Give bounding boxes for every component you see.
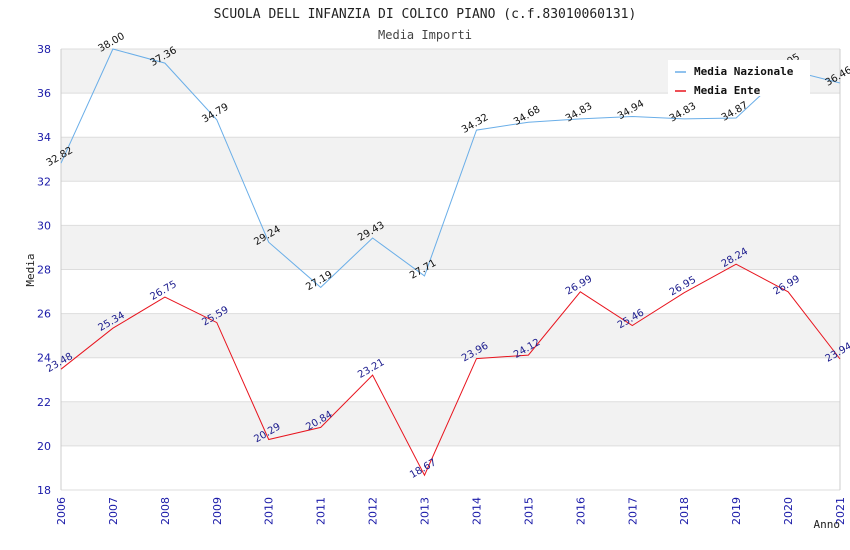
y-tick-label: 26 (37, 308, 51, 321)
y-axis-label: Media (24, 253, 37, 286)
y-tick-label: 32 (37, 175, 51, 188)
plot-band (61, 445, 840, 490)
x-tick-label: 2007 (107, 497, 120, 525)
y-tick-label: 34 (37, 131, 51, 144)
chart-subtitle: Media Importi (378, 28, 472, 42)
y-tick-label: 36 (37, 87, 51, 100)
plot-band (61, 357, 840, 402)
x-tick-label: 2006 (55, 497, 68, 525)
legend-box (668, 60, 810, 96)
x-tick-label: 2021 (834, 497, 847, 525)
series-line-media-ente (60, 263, 841, 477)
plot-band (61, 401, 840, 446)
plot-band (61, 93, 840, 138)
y-tick-label: 30 (37, 219, 51, 232)
x-tick-label: 2017 (626, 497, 639, 525)
chart-title: SCUOLA DELL INFANZIA DI COLICO PIANO (c.… (214, 7, 637, 22)
series-line-media-nazionale (60, 48, 841, 289)
y-tick-label: 38 (37, 43, 51, 56)
x-tick-label: 2012 (367, 497, 380, 525)
legend-label-media-ente: Media Ente (694, 84, 761, 97)
x-tick-label: 2013 (419, 497, 432, 525)
plot-band (61, 225, 840, 270)
plot-band (61, 313, 840, 358)
x-axis-label: Anno (814, 518, 841, 531)
x-tick-label: 2014 (470, 497, 483, 525)
x-tick-label: 2009 (211, 497, 224, 525)
y-tick-label: 28 (37, 264, 51, 277)
x-tick-label: 2018 (678, 497, 691, 525)
x-tick-label: 2010 (263, 497, 276, 525)
y-tick-label: 20 (37, 440, 51, 453)
x-tick-label: 2008 (159, 497, 172, 525)
x-tick-label: 2016 (574, 497, 587, 525)
plot-band (61, 269, 840, 314)
x-tick-label: 2015 (522, 497, 535, 525)
y-tick-label: 22 (37, 396, 51, 409)
y-tick-label: 24 (37, 352, 51, 365)
x-tick-label: 2020 (782, 497, 795, 525)
plot-band (61, 137, 840, 182)
x-tick-label: 2019 (730, 497, 743, 525)
y-tick-label: 18 (37, 484, 51, 497)
x-tick-label: 2011 (315, 497, 328, 525)
legend: Media Nazionale Media Ente (668, 60, 810, 97)
legend-label-media-nazionale: Media Nazionale (694, 65, 794, 78)
